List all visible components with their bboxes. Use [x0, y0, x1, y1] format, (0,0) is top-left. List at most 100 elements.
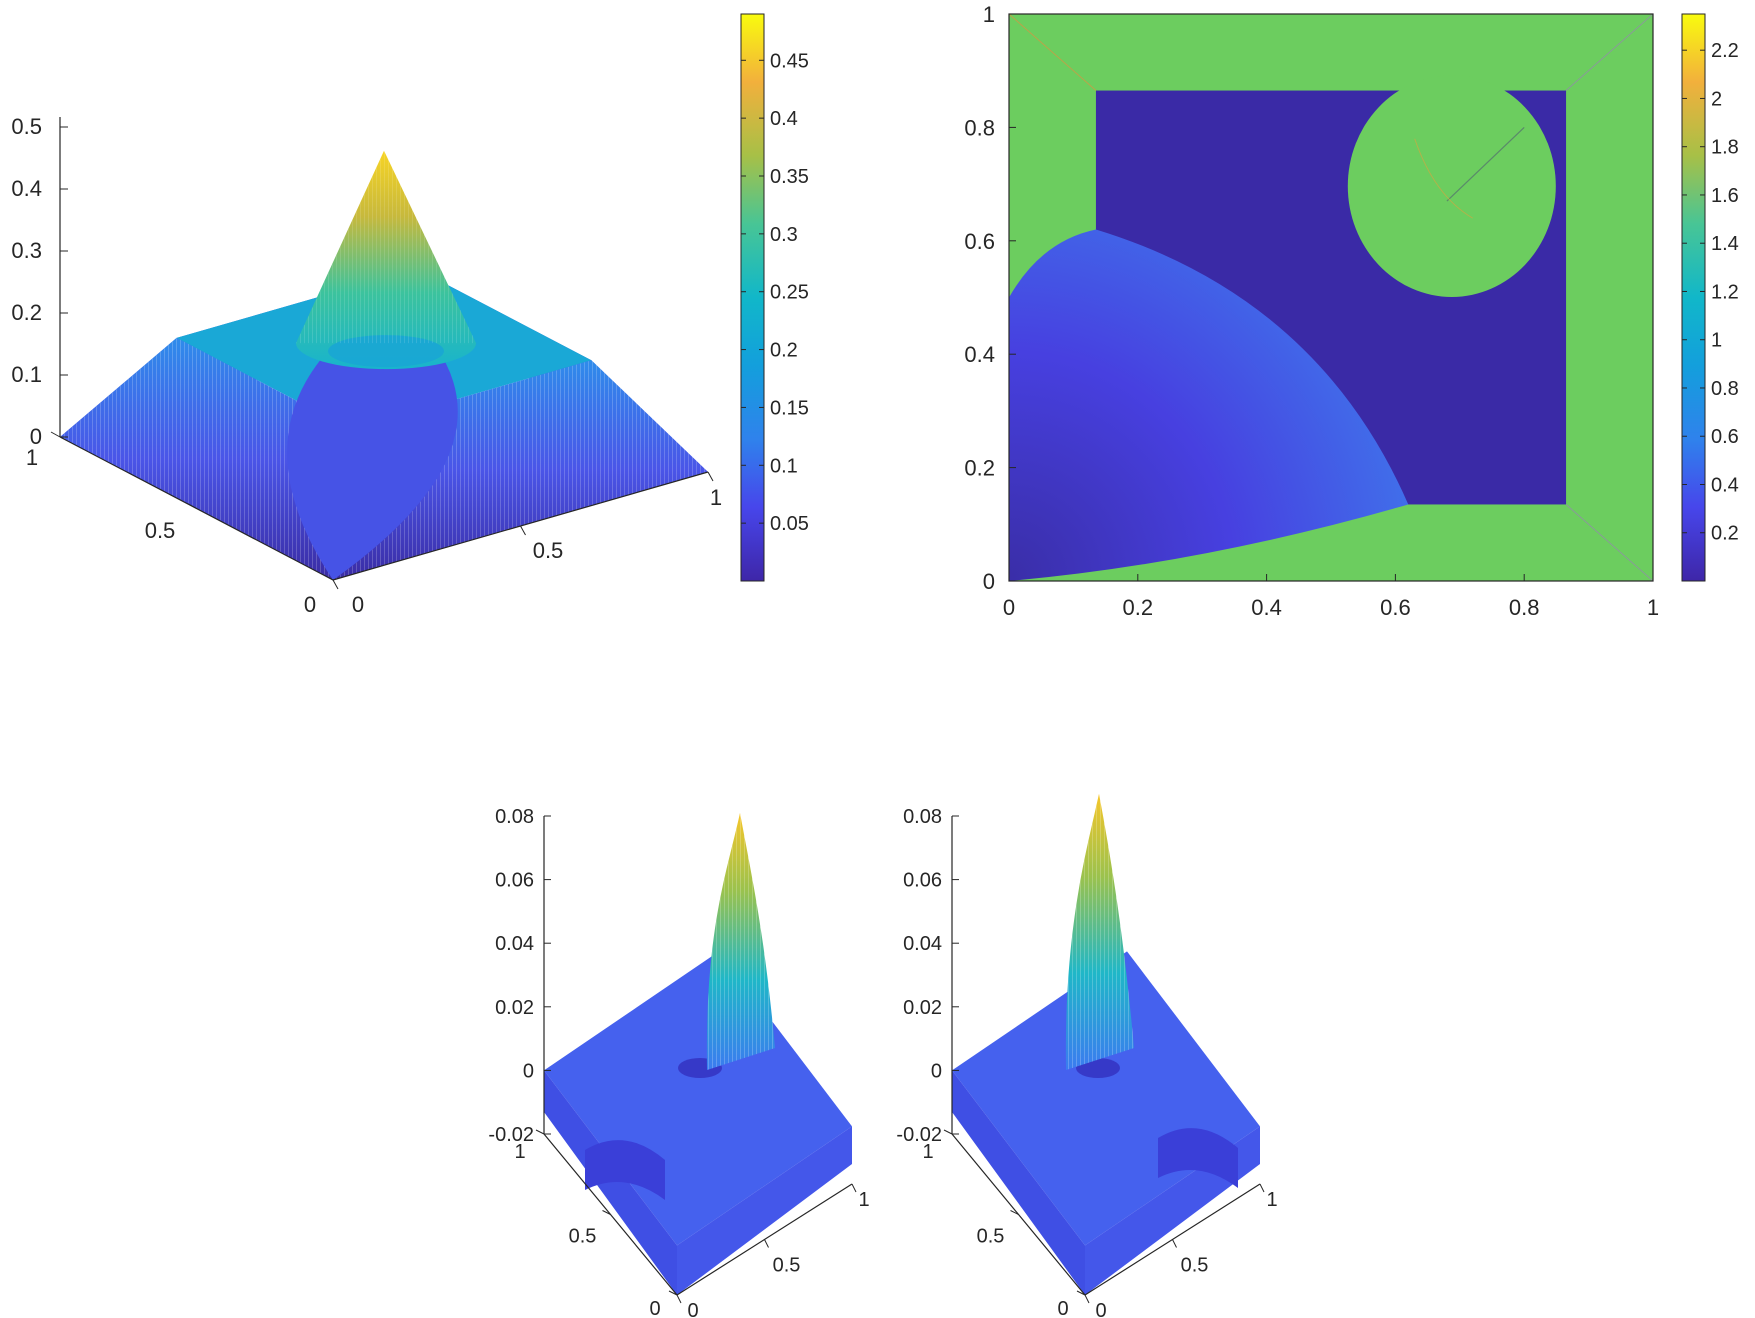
y-tick [1010, 1210, 1019, 1215]
tr-colorbar-tick-label: 1.4 [1711, 233, 1739, 255]
x-tick [1172, 1239, 1177, 1248]
y-tick-label: 0.6 [964, 229, 995, 254]
tl-colorbar-tick-label: 0.4 [770, 108, 798, 130]
y-tick [1076, 1290, 1086, 1296]
panel-top-right-heatmap: 0 0.2 0.4 0.6 0.8 1 0 0.2 0.4 0.6 0.8 1 0.2 0.4 0.6 0.8… [964, 2, 1738, 620]
z-tick-label: 0.1 [11, 362, 42, 387]
y-tick-label: 0.8 [964, 115, 995, 140]
z-tick-label: 0.06 [495, 870, 534, 892]
surface-central-bowl [287, 340, 458, 580]
heatmap-circle [1347, 75, 1556, 297]
y-tick-label: 0 [983, 569, 995, 594]
tr-colorbar-tick-label: 1.2 [1711, 281, 1739, 303]
y-tick-label: 1 [514, 1141, 525, 1163]
z-tick-label: 0.3 [11, 238, 42, 263]
y-tick [602, 1210, 611, 1215]
tl-colorbar-tick-label: 0.35 [770, 166, 809, 188]
x-tick-label: 1 [1266, 1189, 1277, 1211]
surface-slab-left-face [544, 1070, 677, 1295]
surface-edge-notch [585, 1140, 665, 1200]
y-tick [323, 574, 334, 581]
y-tick-label: 0 [649, 1298, 660, 1318]
heatmap-diagonal [1565, 504, 1654, 582]
z-tick-label: 0 [30, 424, 42, 449]
surface-slab-top [952, 951, 1260, 1246]
y-tick [668, 1290, 678, 1296]
surface-front-left-mesh [60, 337, 352, 580]
tl-colorbar-tick-label: 0.2 [770, 340, 798, 362]
tl-colorbar-tick-label: 0.3 [770, 224, 798, 246]
tr-colorbar-tick-label: 2 [1711, 88, 1722, 110]
z-tick-label: 0.2 [11, 300, 42, 325]
surface-spike-mesh [1065, 793, 1134, 1070]
heatmap-diagonal [1008, 13, 1097, 91]
tl-colorbar-tick-label: 0.25 [770, 282, 809, 304]
heatmap-circle-ray [1446, 126, 1525, 202]
tr-colorbar-tick-label: 1.8 [1711, 137, 1739, 159]
x-tick-label: 1 [710, 485, 722, 510]
panel-bottom-right-surface: -0.02 0 0.02 0.04 0.06 0.08 0 0.5 1 0 0.5 1 [896, 793, 1278, 1318]
y-tick-label: 0.5 [569, 1226, 597, 1248]
x-tick-label: 0.5 [1181, 1255, 1209, 1277]
panel-bottom-left-surface: -0.02 0 0.02 0.04 0.06 0.08 0 0.5 1 0 0.5 1 [488, 806, 869, 1318]
x-tick-label: 0 [687, 1300, 698, 1318]
x-tick-label: 1 [858, 1189, 869, 1211]
y-tick-label: 1 [922, 1141, 933, 1163]
surface-slab-right-face [677, 1126, 852, 1295]
heatmap-quarter-disk [1009, 229, 1409, 581]
tr-colorbar-tick-label: 0.8 [1711, 378, 1739, 400]
x-tick-label: 0 [1003, 595, 1015, 620]
surface-spike-mesh [706, 812, 775, 1070]
y-tick [535, 1129, 545, 1135]
surface-peak-mesh [296, 150, 476, 344]
z-tick-label: 0.5 [11, 114, 42, 139]
tr-colorbar-tick-label: 0.4 [1711, 474, 1739, 496]
tr-colorbar-tick-label: 1.6 [1711, 185, 1739, 207]
x-tick [520, 525, 526, 536]
y-tick [50, 431, 61, 438]
y-tick-label: 1 [983, 2, 995, 27]
z-tick-label: 0.06 [903, 870, 942, 892]
y-tick [187, 503, 197, 509]
x-tick-label: 0.4 [1251, 595, 1282, 620]
z-tick-label: 0 [523, 1060, 534, 1082]
y-tick-label: 1 [26, 445, 38, 470]
tr-colorbar-tick-label: 2.2 [1711, 40, 1739, 62]
tl-colorbar [740, 13, 765, 582]
x-tick-label: 0.6 [1380, 595, 1411, 620]
surface-slab-left-face [952, 1070, 1085, 1295]
z-tick-label: -0.02 [488, 1124, 534, 1146]
z-tick-label: 0.04 [903, 933, 942, 955]
heatmap-diagonal [1565, 13, 1654, 91]
x-tick [764, 1239, 769, 1248]
surface-edge-notch [1158, 1128, 1238, 1188]
tr-colorbar-tick-label: 1 [1711, 330, 1722, 352]
heatmap-circle-arc [1414, 138, 1473, 219]
x-tick [1259, 1183, 1265, 1193]
x-tick [332, 579, 339, 590]
y-tick-label: 0 [304, 592, 316, 617]
x-tick-label: 0 [352, 592, 364, 617]
y-tick-label: 0.5 [145, 518, 176, 543]
tr-colorbar [1681, 13, 1706, 582]
x-tick-label: 0.5 [533, 538, 564, 563]
z-tick-label: 0.08 [903, 806, 942, 828]
x-tick-label: 1 [1647, 595, 1659, 620]
x-tick-label: 0.2 [1123, 595, 1154, 620]
tl-colorbar-tick-label: 0.15 [770, 397, 809, 419]
y-tick [943, 1129, 953, 1135]
z-tick-label: 0 [931, 1060, 942, 1082]
tr-colorbar-tick-label: 0.6 [1711, 426, 1739, 448]
y-tick-label: 0 [1057, 1298, 1068, 1318]
z-tick-label: -0.02 [896, 1124, 942, 1146]
tl-colorbar-tick-label: 0.45 [770, 50, 809, 72]
x-tick [1084, 1294, 1090, 1304]
y-tick-label: 0.4 [964, 342, 995, 367]
x-tick [676, 1294, 682, 1304]
heatmap-axes-box [1008, 13, 1654, 582]
panel-top-left-surface: 00.10.20.30.40.500.5100.510.050.10.150.2… [11, 13, 809, 617]
tl-colorbar-tick-label: 0.1 [770, 455, 798, 477]
z-tick-label: 0.02 [495, 997, 534, 1019]
x-tick-label: 0.5 [773, 1255, 801, 1277]
